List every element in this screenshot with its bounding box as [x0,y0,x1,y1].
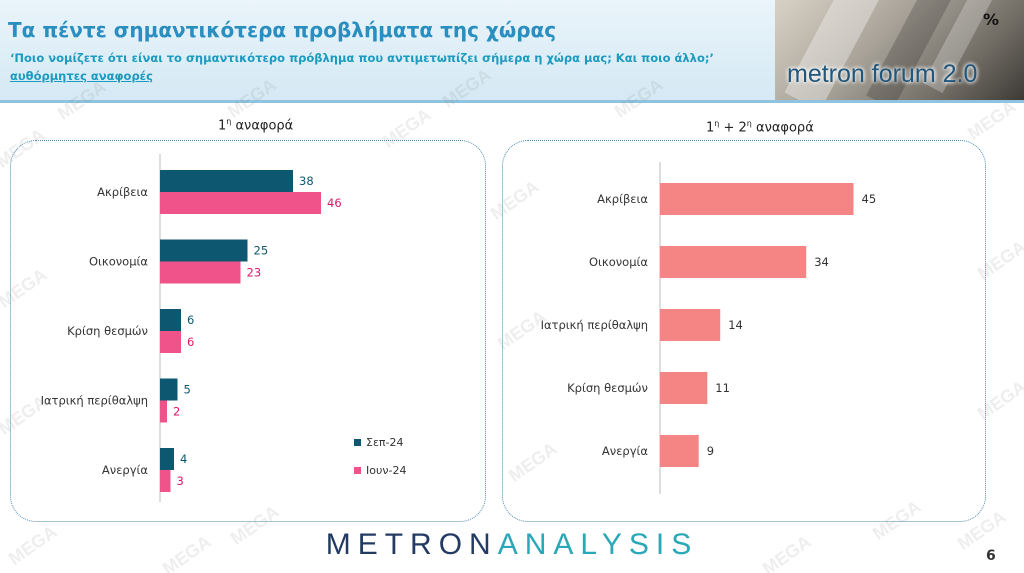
category-label: Οικονομία [589,255,648,269]
chart-title-sup: η [714,119,720,128]
data-label: 38 [299,174,314,188]
category-label: Ιατρική περίθαλψη [541,318,648,332]
bar-jun24 [160,400,167,423]
bar-total [660,435,699,467]
brand-banner: % metron forum 2.0 [775,0,1024,100]
data-label: 25 [254,244,269,258]
bar-total [660,183,854,215]
category-label: Ακρίβεια [597,192,648,206]
bar-sep24 [160,448,174,470]
bar-jun24 [160,331,181,353]
data-label: 2 [173,405,180,419]
bar-total [660,246,807,278]
page-number: 6 [986,548,996,564]
chart-panel-first-second-mention [502,140,986,522]
category-label: Ιατρική περίθαλψη [41,394,148,408]
data-label: 3 [177,474,184,488]
chart-title-text: αναφορά [231,118,294,134]
bar-total [660,309,721,341]
data-label: 23 [247,266,262,280]
data-label: 34 [814,255,829,269]
watermark: MEGA [963,96,1020,144]
bar-sep24 [160,170,293,192]
survey-question: ‘Ποιο νομίζετε ότι είναι το σημαντικότερ… [10,51,714,65]
bar-total [660,372,708,404]
category-label: Ακρίβεια [97,185,148,199]
category-label: Κρίση θεσμών [67,324,148,338]
bar-sep24 [160,309,181,331]
category-label: Ανεργία [602,444,649,458]
footer: METRONANALYSIS [0,528,1024,562]
data-label: 11 [715,381,730,395]
chart-title-text: 1 [218,118,227,134]
footer-logo-b: ANALYSIS [497,528,699,561]
survey-note: αυθόρμητες αναφορές [10,69,153,83]
chart-title-text: + 2 [719,120,747,136]
chart-first-second-mention: Ακρίβεια 45 Οικονομία 34 Ιατρική περίθαλψη 14… [541,162,877,494]
data-label: 9 [707,444,714,458]
data-label: 14 [728,318,743,332]
percent-icon: % [983,10,1000,29]
footer-logo: METRONANALYSIS [326,528,699,561]
category-label: Οικονομία [89,255,148,269]
page-title: Τα πέντε σημαντικότερα προβλήματα της χώ… [8,18,557,42]
legend-swatch [354,467,361,474]
data-label: 6 [187,313,194,327]
category-label: Ανεργία [102,463,149,477]
category-label: Κρίση θεσμών [567,381,648,395]
footer-logo-a: METRON [325,528,498,561]
chart-panel-first-mention [10,140,486,522]
chart-title-text: αναφορά [751,120,814,136]
bar-sep24 [160,239,248,262]
chart-title-first-second-mention: 1η + 2η αναφορά [706,119,814,135]
brand-name: metron forum 2.0 [787,60,978,88]
legend-swatch [354,439,361,446]
bar-jun24 [160,192,321,214]
legend-label: Ιουν-24 [366,464,406,477]
chart-title-sup: η [746,119,752,128]
bar-sep24 [160,378,178,401]
bar-jun24 [160,261,241,284]
chart-title-sup: η [226,117,232,126]
data-label: 45 [862,192,877,206]
chart-title-first-mention: 1η αναφορά [218,117,293,133]
legend-label: Σεπ-24 [366,436,404,449]
data-label: 5 [184,383,191,397]
bar-jun24 [160,470,171,492]
data-label: 4 [180,452,187,466]
header-divider [0,100,1024,103]
chart-title-text: 1 [706,120,715,136]
data-label: 6 [187,335,194,349]
data-label: 46 [327,196,342,210]
